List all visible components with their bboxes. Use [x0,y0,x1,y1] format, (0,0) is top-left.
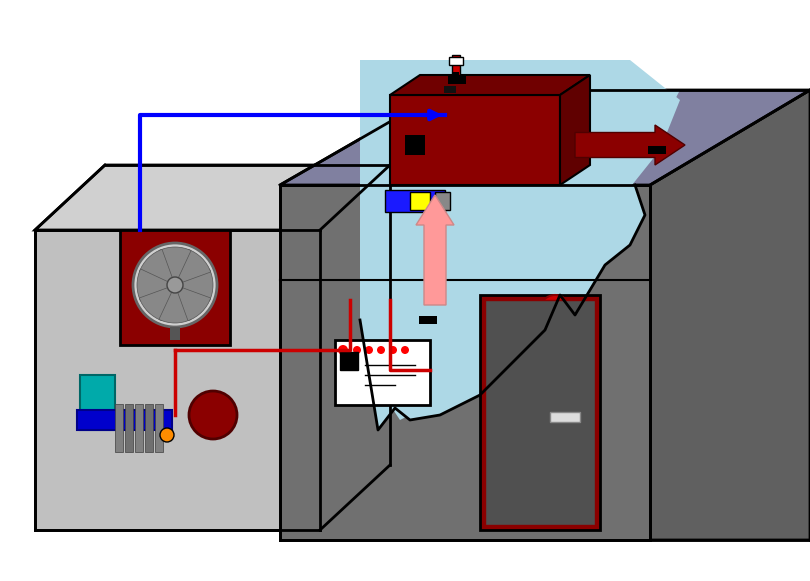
Bar [448,76,466,84]
Bar [444,86,456,93]
Bar [453,72,459,78]
Bar [125,404,133,452]
Wedge shape [137,269,175,301]
Polygon shape [360,185,645,430]
Circle shape [353,346,361,354]
Polygon shape [390,75,590,95]
Circle shape [189,391,237,439]
Bar [145,404,153,452]
Bar [485,300,595,525]
Wedge shape [175,269,213,301]
Circle shape [133,243,217,327]
Bar [77,410,172,430]
Bar [449,57,463,65]
Circle shape [338,345,348,355]
FancyArrow shape [416,195,454,305]
Bar [135,404,143,452]
Wedge shape [139,285,175,321]
Bar [385,190,445,212]
Bar [120,230,230,345]
FancyArrow shape [575,125,685,165]
Bar [480,295,600,530]
FancyBboxPatch shape [35,230,320,530]
Circle shape [540,295,570,325]
Wedge shape [175,249,211,285]
Polygon shape [280,185,650,540]
Bar [419,316,437,324]
Wedge shape [159,247,191,285]
Bar [115,404,123,452]
Circle shape [365,346,373,354]
Polygon shape [650,90,810,540]
Polygon shape [35,165,390,230]
Bar [452,55,460,75]
Wedge shape [175,285,211,321]
Circle shape [389,346,397,354]
Polygon shape [320,165,390,530]
Circle shape [167,277,183,293]
Bar [405,135,425,155]
Polygon shape [170,327,180,340]
Bar [410,192,430,210]
Circle shape [401,346,409,354]
Bar [340,352,358,370]
Bar [80,375,115,430]
Polygon shape [280,90,810,185]
Bar [648,146,666,154]
Bar [335,340,430,405]
Polygon shape [360,60,680,420]
Circle shape [377,346,385,354]
Bar [155,404,163,452]
Bar [550,412,580,422]
Bar [390,95,560,185]
Bar [435,192,450,210]
Polygon shape [560,75,590,185]
Circle shape [160,428,174,442]
Wedge shape [159,285,191,323]
Polygon shape [360,90,680,185]
Wedge shape [139,249,175,285]
